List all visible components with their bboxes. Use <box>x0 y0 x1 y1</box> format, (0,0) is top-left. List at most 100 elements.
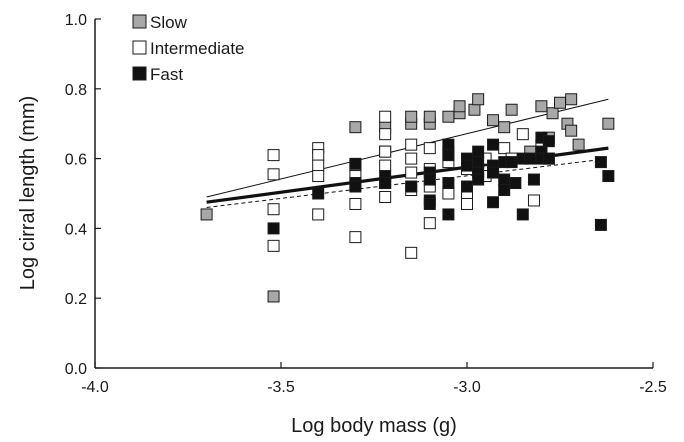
data-point-intermediate <box>498 142 511 155</box>
legend-swatch-fast <box>132 66 147 81</box>
data-point-slow <box>498 121 511 134</box>
data-point-intermediate <box>405 138 418 151</box>
data-point-fast <box>472 173 485 186</box>
data-point-intermediate <box>267 149 280 162</box>
data-point-intermediate <box>516 128 529 141</box>
data-point-intermediate <box>379 110 392 123</box>
y-tick-label: 0.4 <box>65 221 87 238</box>
trend-line-intermediate <box>206 158 609 208</box>
data-point-fast <box>442 149 455 162</box>
data-point-fast <box>312 187 325 200</box>
data-point-fast <box>498 173 511 186</box>
data-point-fast <box>542 152 555 165</box>
y-tick-label: 1.0 <box>65 12 87 29</box>
data-point-slow <box>453 100 466 113</box>
legend-label-intermediate: Intermediate <box>150 39 245 58</box>
data-point-intermediate <box>405 166 418 179</box>
data-point-slow <box>472 93 485 106</box>
series-slow <box>200 93 615 303</box>
data-point-intermediate <box>312 159 325 172</box>
x-tick-label: -3.0 <box>453 379 481 396</box>
legend-item-intermediate: Intermediate <box>132 39 245 58</box>
data-point-fast <box>594 218 607 231</box>
data-point-slow <box>505 103 518 116</box>
data-point-intermediate <box>267 203 280 216</box>
legend-label-slow: Slow <box>150 13 188 32</box>
data-point-fast <box>379 177 392 190</box>
data-point-slow <box>423 110 436 123</box>
data-point-fast <box>442 177 455 190</box>
data-point-fast <box>594 156 607 169</box>
y-axis-ticks: 0.0 0.2 0.4 0.6 0.8 1.0 <box>65 12 101 378</box>
data-point-intermediate <box>405 246 418 259</box>
y-tick-label: 0.2 <box>65 291 87 308</box>
data-point-intermediate <box>267 239 280 252</box>
data-point-fast <box>405 180 418 193</box>
y-axis-title: Log cirral length (mm) <box>17 96 39 291</box>
x-tick-label: -2.5 <box>639 379 667 396</box>
data-point-intermediate <box>527 194 540 207</box>
data-point-fast <box>461 159 473 172</box>
data-point-fast <box>349 180 362 193</box>
x-tick-label: -4.0 <box>81 379 109 396</box>
legend-item-fast: Fast <box>132 65 183 84</box>
data-point-fast <box>498 184 511 197</box>
data-point-intermediate <box>349 197 362 210</box>
data-point-slow <box>349 121 362 134</box>
data-point-intermediate <box>379 145 392 158</box>
data-point-fast <box>527 173 540 186</box>
data-point-fast <box>267 222 280 235</box>
data-point-intermediate <box>267 168 280 181</box>
x-axis-ticks: -4.0 -3.5 -3.0 -2.5 <box>81 362 667 396</box>
data-point-intermediate <box>442 187 455 200</box>
data-point-fast <box>472 145 485 158</box>
data-point-fast <box>487 166 500 179</box>
series-fast <box>267 131 615 235</box>
data-point-slow <box>442 110 455 123</box>
data-point-intermediate <box>312 149 325 162</box>
data-point-fast <box>505 156 518 169</box>
legend-swatch-intermediate <box>132 40 147 55</box>
data-point-intermediate <box>461 197 473 210</box>
legend-swatch-slow <box>132 14 147 29</box>
data-point-slow <box>572 138 585 151</box>
data-point-intermediate <box>379 159 392 172</box>
data-point-intermediate <box>379 190 392 203</box>
data-point-fast <box>461 180 473 193</box>
data-point-fast <box>349 157 362 170</box>
data-point-intermediate <box>349 231 362 244</box>
data-point-intermediate <box>379 128 392 141</box>
data-point-fast <box>602 170 615 183</box>
data-point-intermediate <box>312 170 325 183</box>
data-point-slow <box>546 107 559 120</box>
data-point-fast <box>487 138 500 151</box>
data-points <box>200 93 615 303</box>
data-point-slow <box>200 208 213 221</box>
x-axis-title: Log body mass (g) <box>291 415 457 437</box>
y-tick-label: 0.0 <box>65 361 87 378</box>
data-point-fast <box>509 177 522 190</box>
data-point-fast <box>423 173 436 186</box>
legend: Slow Intermediate Fast <box>132 13 245 84</box>
data-point-slow <box>602 117 615 130</box>
data-point-fast <box>472 156 485 169</box>
data-point-fast <box>423 197 436 210</box>
data-point-intermediate <box>423 142 436 155</box>
data-point-fast <box>442 208 455 221</box>
x-tick-label: -3.5 <box>267 379 295 396</box>
data-point-intermediate <box>312 208 325 221</box>
data-point-slow <box>267 290 280 303</box>
data-point-intermediate <box>405 152 418 165</box>
data-point-fast <box>442 138 455 151</box>
data-point-fast <box>487 196 500 209</box>
data-point-slow <box>487 114 500 127</box>
legend-label-fast: Fast <box>150 65 183 84</box>
data-point-fast <box>524 152 537 165</box>
data-point-slow <box>535 100 548 113</box>
y-tick-label: 0.8 <box>65 82 87 99</box>
data-point-fast <box>542 135 555 148</box>
data-point-slow <box>405 110 418 123</box>
data-point-slow <box>554 96 566 109</box>
legend-item-slow: Slow <box>132 13 188 32</box>
